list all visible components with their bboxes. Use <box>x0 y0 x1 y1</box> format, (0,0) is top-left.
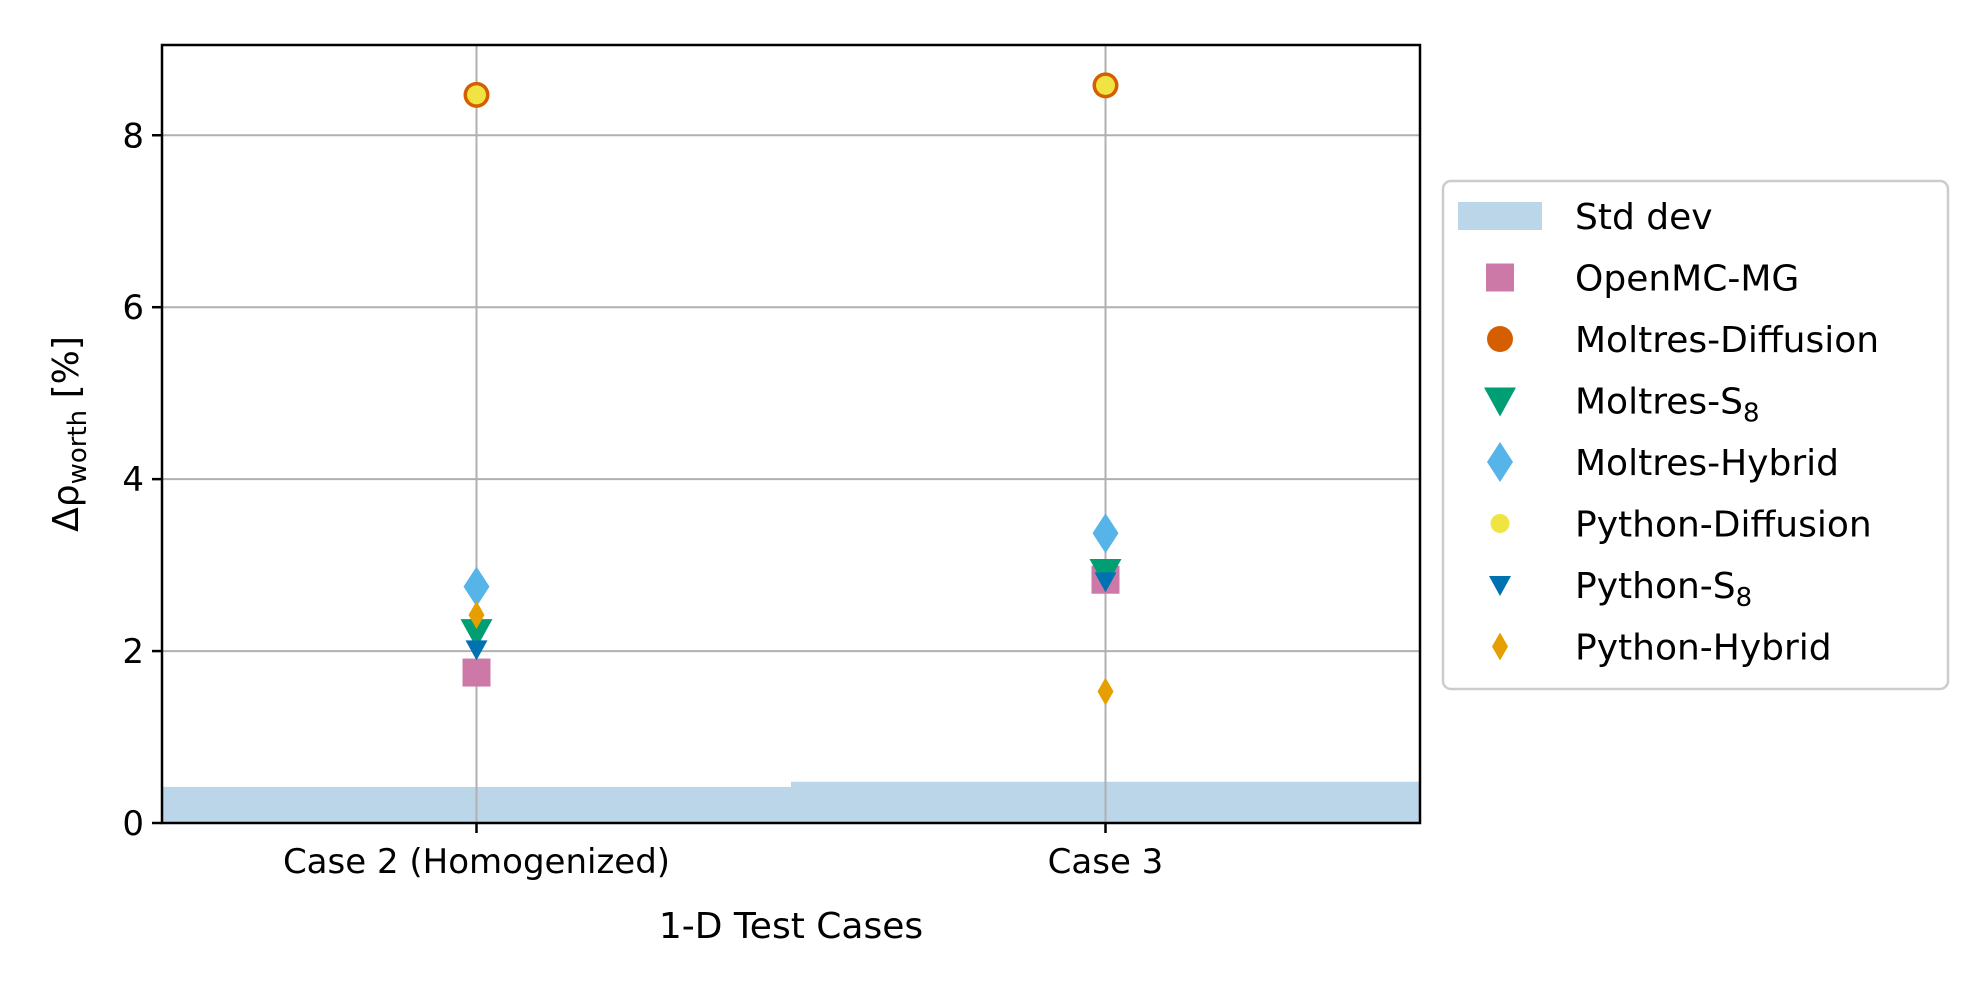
point-openmc-mg-0 <box>462 658 491 687</box>
point-python-diffusion-1 <box>1096 75 1115 95</box>
legend-label-python-hybrid: Python-Hybrid <box>1575 628 1832 669</box>
legend-label-python-s8: Python-S8 <box>1575 566 1752 613</box>
point-moltres-hybrid-0 <box>463 566 490 607</box>
legend-marker-python-s8 <box>1489 576 1511 596</box>
point-python-hybrid-0 <box>468 600 485 629</box>
y-tick-label-4: 8 <box>122 116 144 156</box>
y-axis-label: Δρworth [%] <box>46 336 93 532</box>
legend-frame <box>1441 179 1950 691</box>
x-tick-label-1: Case 3 <box>1048 842 1164 882</box>
legend-marker-moltres-s8 <box>1484 387 1516 417</box>
point-moltres-s8-0 <box>460 619 493 649</box>
legend-swatch-std-dev <box>1458 202 1542 230</box>
legend-label-moltres-s8: Moltres-S8 <box>1575 382 1760 429</box>
legend-label-moltres-hybrid: Moltres-Hybrid <box>1575 443 1839 484</box>
legend-marker-python-hybrid <box>1492 632 1508 661</box>
point-python-s8-0 <box>465 640 488 661</box>
legend-label-std dev: Std dev <box>1575 197 1713 238</box>
plot-frame <box>160 43 1422 825</box>
y-tick-label-1: 2 <box>122 632 144 672</box>
legend-marker-moltres-diffusion <box>1487 326 1513 352</box>
legend-marker-moltres-hybrid <box>1487 442 1513 482</box>
point-python-diffusion-0 <box>467 85 486 105</box>
y-tick-label-2: 4 <box>122 460 144 500</box>
legend-label-moltres-diffusion: Moltres-Diffusion <box>1575 320 1879 361</box>
point-moltres-hybrid-1 <box>1092 513 1119 554</box>
y-tick-label-0: 0 <box>122 804 144 844</box>
x-axis-label: 1-D Test Cases <box>659 906 923 947</box>
y-tick-label-3: 6 <box>122 288 144 328</box>
legend: Std dev OpenMC-MG Moltres-Diffusion Moltres… <box>1441 179 1950 691</box>
legend-label-openmc-mg: OpenMC-MG <box>1575 259 1799 300</box>
point-python-hybrid-1 <box>1097 677 1114 706</box>
legend-label-python-diffusion: Python-Diffusion <box>1575 505 1872 546</box>
legend-marker-python-diffusion <box>1490 514 1510 533</box>
legend-marker-openmc-mg <box>1486 263 1514 292</box>
point-python-s8-1 <box>1094 572 1117 593</box>
x-tick-label-0: Case 2 (Homogenized) <box>283 842 670 882</box>
